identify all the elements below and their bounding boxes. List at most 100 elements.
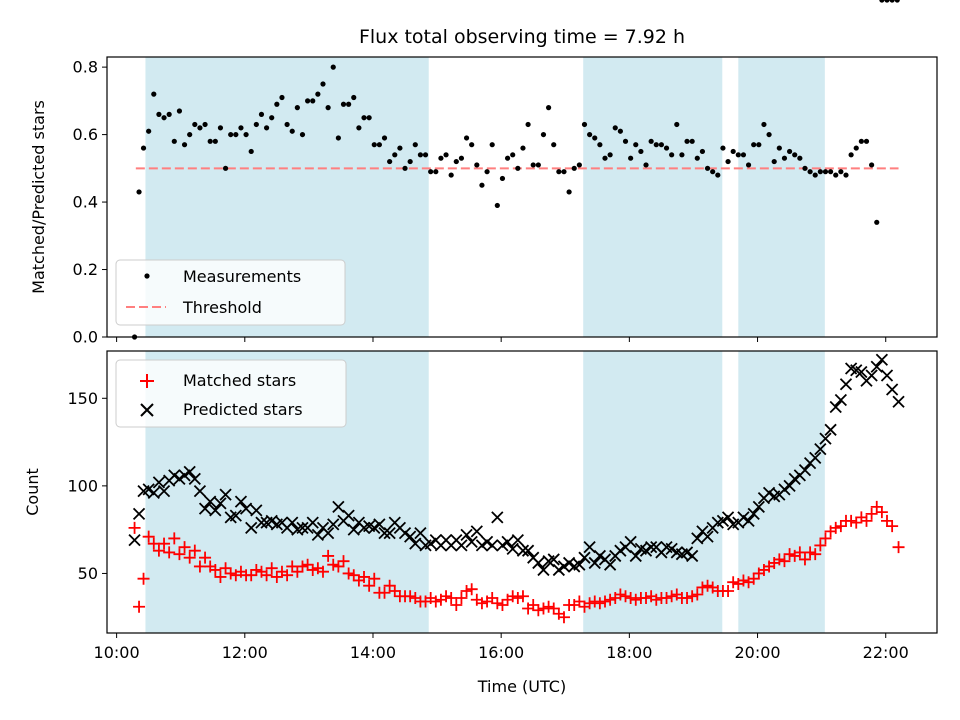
measurement-point: [217, 125, 224, 131]
matched-star-point: [875, 506, 888, 519]
bottom-y-tick-label: 150: [67, 389, 98, 408]
predicted-star-point: [547, 553, 560, 566]
measurement-point: [299, 131, 306, 138]
measurement-point: [356, 125, 362, 131]
predicted-star-point: [132, 507, 146, 521]
matched-star-point: [814, 539, 827, 552]
matched-star-point: [809, 548, 822, 561]
bottom-y-axis: 50 100 150: [67, 389, 107, 583]
measurement-point: [520, 145, 526, 151]
measurement-point: [463, 135, 470, 141]
predicted-star-point: [691, 532, 704, 545]
measurement-point: [740, 152, 747, 158]
predicted-star-point: [147, 486, 160, 500]
measurement-point: [592, 135, 598, 141]
measurement-point: [166, 111, 172, 117]
x-tick-label: 18:00: [606, 643, 652, 662]
measurement-point: [412, 142, 418, 148]
matched-star-point: [450, 598, 463, 611]
matched-stars-points: [128, 500, 905, 624]
measurement-point: [633, 142, 639, 148]
matched-star-point: [619, 590, 632, 603]
matched-star-point: [701, 579, 714, 592]
legend-label-predicted: Predicted stars: [183, 400, 303, 419]
matched-star-point: [245, 569, 258, 582]
matched-star-point: [188, 544, 201, 557]
measurement-point: [228, 131, 234, 138]
matched-star-point: [583, 597, 596, 610]
matched-star-point: [445, 591, 458, 604]
measurement-point: [653, 142, 659, 148]
predicted-star-point: [239, 502, 253, 515]
measurement-point: [274, 101, 280, 107]
predicted-star-point: [892, 395, 905, 408]
matched-star-point: [614, 588, 627, 601]
matched-star-point: [158, 537, 171, 550]
predicted-star-point: [629, 549, 642, 563]
legend-marker-measurements: [144, 273, 150, 279]
top-y-axis-label: Matched/Predicted stars: [29, 100, 48, 294]
measurement-point: [699, 148, 706, 155]
matched-star-point: [547, 602, 560, 615]
matched-star-point: [265, 562, 278, 575]
x-axis-label: Time (UTC): [477, 677, 566, 696]
bottom-x-axis: 10:00 12:00 14:00 16:00 18:00 20:00 22:00: [94, 633, 909, 662]
measurement-point: [253, 121, 259, 128]
predicted-star-point: [373, 518, 386, 531]
matched-star-point: [599, 595, 611, 608]
measurement-point: [489, 142, 495, 148]
predicted-star-point: [639, 544, 653, 557]
predicted-star-point: [839, 378, 853, 391]
bottom-y-tick-label: 50: [78, 564, 98, 583]
matched-star-point: [696, 581, 709, 594]
matched-star-point: [773, 553, 786, 566]
matched-star-point: [629, 593, 642, 606]
top-y-tick-label: 0.8: [73, 58, 98, 77]
measurement-point: [330, 64, 336, 70]
measurement-point: [494, 202, 500, 209]
measurement-point: [556, 169, 562, 175]
matched-star-point: [199, 551, 212, 564]
top-y-tick-label: 0.4: [73, 193, 98, 212]
matched-star-point: [214, 570, 227, 583]
matched-star-point: [142, 530, 155, 543]
predicted-star-point: [128, 534, 141, 547]
measurement-point: [874, 219, 880, 225]
matched-star-point: [347, 569, 360, 582]
x-tick-label: 22:00: [863, 643, 909, 662]
measurement-point: [428, 169, 434, 175]
x-tick-label: 14:00: [350, 643, 396, 662]
measurement-point: [269, 115, 275, 121]
predicted-star-point: [875, 353, 889, 366]
matched-star-point: [660, 591, 673, 604]
predicted-star-point: [501, 535, 514, 549]
predicted-star-point: [286, 516, 299, 529]
predicted-star-point: [506, 542, 519, 556]
predicted-star-point: [762, 486, 776, 500]
matched-star-point: [219, 562, 232, 575]
measurement-point: [325, 105, 331, 111]
top-y-axis: 0.0 0.2 0.4 0.6 0.8: [73, 58, 107, 347]
matched-star-point: [537, 602, 550, 615]
matched-star-point: [250, 563, 263, 576]
measurement-point: [669, 152, 675, 158]
matched-star-point: [475, 597, 488, 610]
predicted-star-point: [680, 546, 694, 559]
measurement-point: [597, 142, 603, 148]
predicted-star-point: [614, 544, 627, 557]
matched-star-point: [296, 560, 309, 573]
predicted-star-point: [521, 544, 535, 557]
predicted-star-point: [470, 525, 483, 538]
matched-star-point: [527, 598, 540, 611]
measurement-point: [294, 105, 300, 111]
predicted-star-point: [188, 472, 201, 485]
legend-marker-predicted: [140, 403, 154, 417]
matched-star-point: [388, 584, 401, 597]
predicted-star-point: [398, 527, 412, 540]
bottom-plot-frame: [106, 350, 938, 634]
top-y-tick-label: 0.0: [73, 328, 98, 347]
predicted-star-point: [491, 511, 504, 524]
measurement-point: [540, 131, 547, 138]
measurement-point: [617, 128, 623, 134]
predicted-star-point: [645, 541, 658, 554]
